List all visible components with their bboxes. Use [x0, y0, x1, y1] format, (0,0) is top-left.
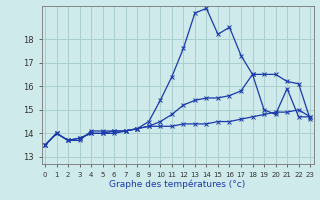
X-axis label: Graphe des températures (°c): Graphe des températures (°c) [109, 179, 246, 189]
